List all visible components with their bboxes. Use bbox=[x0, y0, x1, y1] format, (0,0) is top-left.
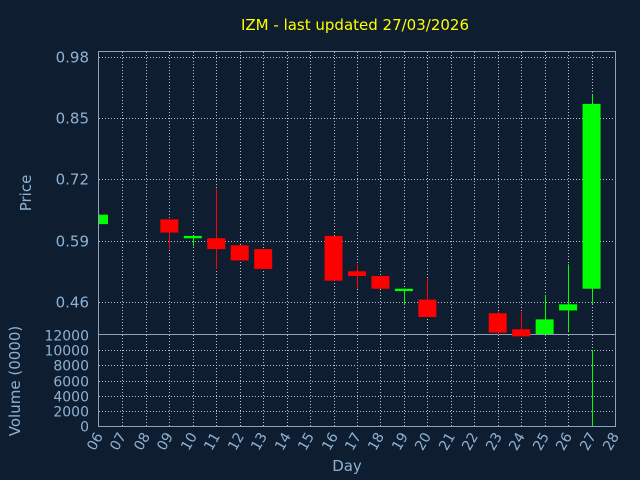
chart-title: IZM - last updated 27/03/2026 bbox=[241, 16, 469, 34]
candle-18 bbox=[371, 275, 390, 289]
candle-body bbox=[418, 299, 437, 318]
volume-tick-label: 4000 bbox=[53, 390, 89, 406]
x-tick-label: 16 bbox=[319, 430, 342, 454]
candle-body bbox=[324, 235, 343, 281]
x-tick-label: 23 bbox=[483, 430, 506, 453]
candle-16 bbox=[324, 235, 343, 281]
candle-24 bbox=[512, 312, 531, 337]
x-tick-label: 10 bbox=[178, 430, 201, 453]
price-tick-label: 0.85 bbox=[56, 110, 89, 128]
x-tick-label: 19 bbox=[389, 430, 412, 453]
x-tick-label: 24 bbox=[506, 430, 529, 454]
candle-body bbox=[394, 288, 413, 292]
candle-13 bbox=[254, 249, 273, 269]
candle-23 bbox=[488, 311, 507, 335]
candle-body bbox=[535, 319, 554, 334]
x-tick-label: 21 bbox=[436, 430, 459, 453]
candle-body bbox=[183, 235, 202, 239]
x-tick-label: 06 bbox=[84, 430, 107, 454]
candle-body bbox=[254, 249, 273, 269]
x-tick-label: 13 bbox=[248, 430, 271, 453]
candle-body bbox=[348, 271, 366, 276]
candle-body bbox=[488, 313, 507, 333]
price-axis-label: Price bbox=[17, 175, 35, 212]
x-tick-label: 26 bbox=[553, 430, 576, 454]
volume-tick-label: 10000 bbox=[44, 344, 89, 360]
x-tick-label: 22 bbox=[459, 430, 482, 453]
price-tick-label: 0.72 bbox=[56, 171, 89, 189]
candle-25 bbox=[535, 294, 554, 337]
candles bbox=[99, 94, 601, 337]
candle-19 bbox=[394, 288, 413, 306]
volume-tick-label: 8000 bbox=[53, 359, 89, 375]
x-tick-label: 11 bbox=[201, 430, 224, 453]
candle-26 bbox=[559, 264, 578, 332]
volume-axis-label: Volume (0000) bbox=[6, 326, 24, 436]
candle-body bbox=[371, 275, 390, 289]
x-tick-label: 14 bbox=[272, 430, 295, 454]
candle-body bbox=[99, 214, 108, 225]
x-tick-label: 12 bbox=[225, 430, 248, 453]
candle-17 bbox=[348, 264, 366, 289]
volume-tick-label: 2000 bbox=[53, 405, 89, 421]
volume-tick-label: 12000 bbox=[44, 329, 89, 345]
x-axis: 06 07 08 09 10 11 12 13 14 15 16 17 18 19 20 21 22 23 24 25… bbox=[84, 430, 623, 454]
candle-body bbox=[512, 329, 531, 337]
x-tick-label: 09 bbox=[154, 430, 177, 453]
candle-12 bbox=[230, 245, 249, 261]
candle-body bbox=[160, 219, 179, 233]
volume-tick-label: 6000 bbox=[53, 375, 89, 391]
x-tick-label: 27 bbox=[577, 430, 600, 453]
x-tick-label: 17 bbox=[342, 430, 365, 453]
volume-tick-label: 0 bbox=[80, 420, 89, 436]
x-tick-label: 25 bbox=[530, 430, 553, 453]
candle-27 bbox=[582, 94, 601, 305]
price-tick-label: 0.46 bbox=[56, 294, 89, 312]
x-tick-label: 20 bbox=[412, 430, 435, 453]
candle-body bbox=[582, 103, 601, 289]
candle-06 bbox=[99, 214, 108, 225]
price-y-axis: 0.98 0.85 0.72 0.59 0.46 bbox=[56, 49, 89, 312]
candle-10 bbox=[183, 235, 202, 247]
volume-panel-frame bbox=[98, 334, 616, 427]
candle-body bbox=[559, 304, 578, 311]
x-tick-label: 15 bbox=[295, 430, 318, 453]
price-tick-label: 0.59 bbox=[56, 233, 89, 251]
x-tick-label: 18 bbox=[365, 430, 388, 453]
price-grid bbox=[99, 52, 615, 334]
candle-body bbox=[207, 238, 226, 250]
candle-body bbox=[230, 245, 249, 261]
price-tick-label: 0.98 bbox=[56, 49, 89, 67]
candle-11 bbox=[207, 188, 226, 269]
x-tick-label: 07 bbox=[107, 430, 130, 453]
x-tick-label: 28 bbox=[600, 430, 623, 453]
candle-20 bbox=[418, 278, 437, 318]
volume-grid bbox=[99, 335, 615, 426]
x-tick-label: 08 bbox=[131, 430, 154, 453]
x-axis-label: Day bbox=[332, 457, 362, 475]
candle-09 bbox=[160, 219, 179, 250]
